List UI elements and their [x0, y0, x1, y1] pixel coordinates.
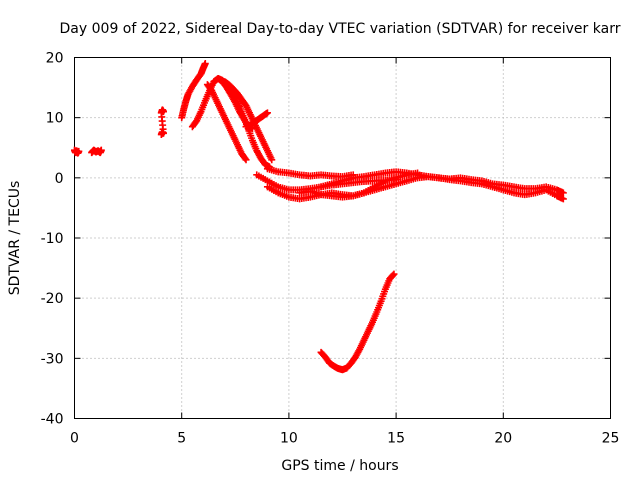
- data-point: [201, 60, 209, 68]
- y-tick-label: -10: [41, 231, 64, 247]
- y-tick-label: -40: [41, 412, 64, 428]
- data-point: [559, 189, 567, 197]
- chart-title: Day 009 of 2022, Sidereal Day-to-day VTE…: [60, 21, 621, 37]
- series-main-4: [317, 168, 567, 203]
- x-axis-label: GPS time / hours: [281, 458, 398, 474]
- data-point: [97, 146, 105, 154]
- series-cluster-0: [71, 146, 83, 157]
- y-tick-label: 0: [55, 171, 64, 187]
- x-tick-label: 0: [70, 431, 79, 447]
- series-cluster-1: [88, 146, 105, 157]
- data-point: [241, 155, 249, 163]
- data-point: [75, 147, 83, 155]
- data-point: [242, 156, 250, 164]
- data-points: [71, 60, 567, 374]
- series-v-curve: [317, 270, 398, 374]
- series-main-5: [263, 165, 357, 181]
- data-point: [349, 171, 357, 179]
- y-tick-label: -20: [41, 291, 64, 307]
- x-tick-label: 5: [177, 431, 186, 447]
- grid: [74, 57, 611, 419]
- axis-ticks: 0 5 10 15 20 25 -40 -30 -20 -10 0 10 20: [41, 51, 620, 447]
- series-cluster-4: [157, 106, 167, 139]
- series-arc-f: [242, 109, 271, 131]
- data-point: [268, 156, 276, 164]
- data-point: [389, 271, 397, 279]
- data-point: [159, 108, 167, 116]
- series-arc-a: [178, 60, 209, 122]
- x-tick-label: 25: [602, 431, 620, 447]
- series-arc-c: [203, 81, 250, 164]
- x-tick-label: 15: [387, 431, 405, 447]
- y-axis-label: SDTVAR / TECUs: [7, 181, 23, 296]
- data-point: [559, 195, 567, 203]
- y-tick-label: -30: [41, 351, 64, 367]
- data-point: [390, 270, 398, 278]
- x-tick-label: 20: [494, 431, 512, 447]
- data-point: [263, 109, 271, 117]
- x-tick-label: 10: [280, 431, 298, 447]
- y-tick-label: 20: [46, 51, 64, 67]
- y-tick-label: 10: [46, 111, 64, 127]
